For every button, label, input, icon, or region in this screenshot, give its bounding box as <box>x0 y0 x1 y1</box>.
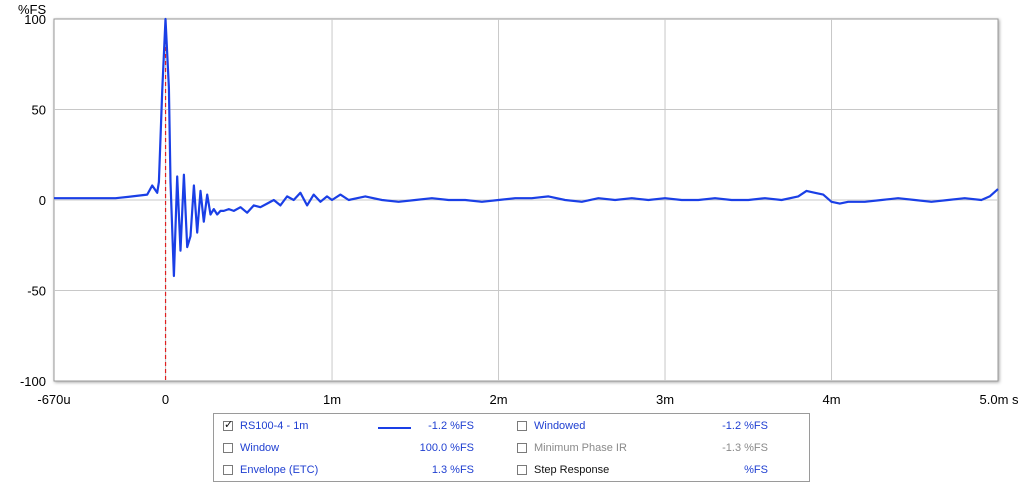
legend-item-name[interactable]: Step Response <box>534 464 610 476</box>
legend-row: Envelope (ETC) 1.3 %FS Step Response %FS <box>214 463 809 483</box>
legend-checkbox[interactable] <box>517 421 527 431</box>
legend-item-value: -1.2 %FS <box>428 420 474 432</box>
legend-item-name[interactable]: Windowed <box>534 420 586 432</box>
y-tick-label: 100 <box>24 12 46 27</box>
x-tick-label: 4m <box>822 392 840 407</box>
impulse-response-chart: 100 50 0 -50 -100 -670u 0 1m 2m 3m 4m 5.0m %FS s <box>18 2 1019 407</box>
legend-panel: RS100-4 - 1m -1.2 %FS Windowed -1.2 %FS Wind… <box>213 413 810 482</box>
x-tick-label: -670u <box>37 392 70 407</box>
legend-row: Window 100.0 %FS Minimum Phase IR -1.3 %FS <box>214 441 809 461</box>
x-tick-label: 5.0m <box>980 392 1009 407</box>
legend-checkbox[interactable] <box>517 443 527 453</box>
x-axis-unit: s <box>1012 392 1019 407</box>
y-tick-label: 50 <box>32 103 46 118</box>
series-line <box>54 17 999 278</box>
legend-row: RS100-4 - 1m -1.2 %FS Windowed -1.2 %FS <box>214 418 809 439</box>
y-tick-label: -100 <box>20 374 46 389</box>
legend-checkbox[interactable] <box>223 443 233 453</box>
legend-item-name[interactable]: Window <box>240 442 280 454</box>
series-group <box>54 17 999 278</box>
x-tick-label: 2m <box>489 392 507 407</box>
legend-item-value: 1.3 %FS <box>431 464 474 476</box>
y-axis-label: %FS <box>18 2 47 17</box>
legend-item-name[interactable]: Minimum Phase IR <box>534 442 627 454</box>
legend-item-value: 100.0 %FS <box>419 442 474 454</box>
legend-item-value: -1.3 %FS <box>722 442 768 454</box>
legend-item-name[interactable]: Envelope (ETC) <box>240 464 319 476</box>
x-tick-label: 3m <box>656 392 674 407</box>
y-axis-ticks: 100 50 0 -50 -100 <box>20 12 46 389</box>
legend-checkbox[interactable] <box>223 418 233 431</box>
y-tick-label: 0 <box>39 193 46 208</box>
x-tick-label: 0 <box>162 392 169 407</box>
legend-checkbox[interactable] <box>223 465 233 475</box>
x-axis-ticks: -670u 0 1m 2m 3m 4m 5.0m <box>37 392 1008 407</box>
legend-item-value: %FS <box>744 464 768 476</box>
legend-item-name[interactable]: RS100-4 - 1m <box>240 420 309 432</box>
legend-line-swatch <box>378 427 411 429</box>
legend-item-value: -1.2 %FS <box>722 420 768 432</box>
y-tick-label: -50 <box>27 284 46 299</box>
x-tick-label: 1m <box>323 392 341 407</box>
legend-checkbox[interactable] <box>517 465 527 475</box>
